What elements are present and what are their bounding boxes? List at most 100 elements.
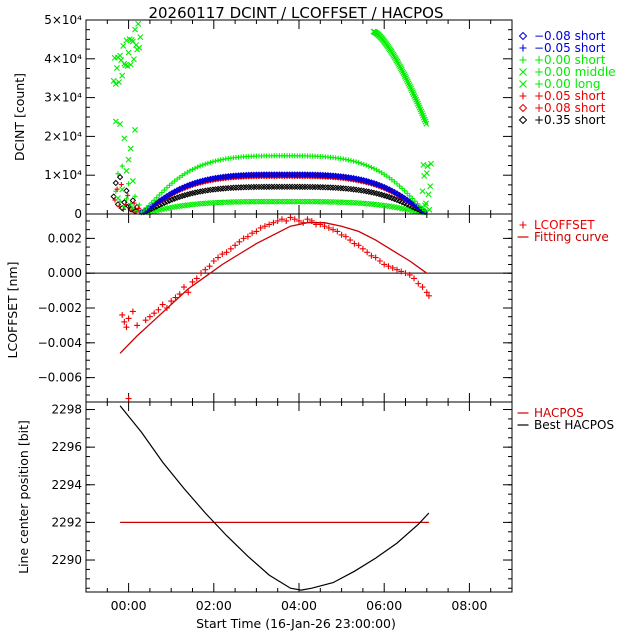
data-point: [110, 77, 117, 84]
data-point: [283, 217, 290, 224]
data-point: [112, 179, 120, 187]
data-point: [383, 193, 390, 200]
data-point: [232, 242, 239, 249]
data-point: [190, 166, 195, 172]
data-point: [274, 217, 281, 224]
legend-label: −0.08 short: [534, 29, 606, 43]
data-point: [302, 198, 308, 205]
data-point: [400, 70, 407, 76]
data-point: [219, 251, 226, 258]
data-point: [207, 175, 214, 183]
data-point: [386, 175, 392, 181]
data-point: [117, 121, 124, 127]
data-point: [173, 194, 181, 201]
data-point: [296, 171, 304, 178]
data-point: [179, 192, 186, 200]
data-point: [338, 231, 345, 238]
data-point: [169, 180, 175, 186]
x-tick-label: 00:00: [111, 598, 147, 613]
data-point: [296, 217, 302, 224]
y-tick-label: −0.006: [38, 371, 82, 385]
data-point: [132, 126, 138, 133]
data-point: [381, 171, 387, 177]
data-point: [235, 172, 242, 179]
data-point: [393, 266, 400, 273]
data-point: [294, 198, 301, 205]
data-point: [166, 191, 173, 198]
data-point: [171, 188, 178, 195]
data-point: [202, 161, 208, 167]
data-point: [414, 201, 420, 207]
data-point: [283, 183, 291, 191]
data-point: [412, 198, 418, 204]
data-point: [179, 184, 186, 191]
data-point: [409, 196, 415, 202]
data-point: [351, 240, 358, 247]
data-point: [408, 85, 415, 92]
data-point: [422, 208, 428, 214]
data-point: [204, 187, 212, 194]
data-point: [142, 317, 149, 324]
data-point: [113, 65, 120, 71]
data-point: [227, 245, 234, 252]
data-point: [143, 206, 150, 213]
data-point: [257, 224, 264, 231]
data-point: [415, 280, 422, 287]
data-point: [342, 233, 349, 240]
data-point: [184, 191, 191, 198]
data-point: [129, 178, 136, 185]
data-point: [384, 173, 390, 179]
data-point: [406, 82, 413, 89]
data-point: [304, 216, 311, 223]
data-point: [399, 68, 406, 75]
data-point: [200, 162, 206, 168]
data-point: [278, 216, 285, 223]
data-point: [240, 171, 247, 179]
data-point: [206, 263, 213, 270]
data-point: [253, 228, 260, 235]
data-point: [386, 193, 393, 201]
legend-marker: [519, 92, 527, 100]
data-point: [127, 61, 134, 68]
y-tick-label: 2292: [51, 515, 82, 529]
data-point: [240, 235, 247, 242]
data-point: [260, 183, 268, 191]
data-point: [141, 207, 147, 213]
data-point: [250, 198, 257, 205]
data-point: [125, 192, 131, 198]
data-point: [288, 171, 296, 178]
data-point: [301, 171, 309, 178]
data-point: [256, 198, 262, 205]
data-point: [194, 188, 201, 196]
data-point: [276, 171, 283, 178]
data-point: [184, 169, 190, 175]
data-point: [368, 252, 375, 259]
data-point: [374, 167, 380, 173]
y-tick-label: 2290: [51, 553, 82, 567]
data-point: [255, 171, 263, 178]
data-point: [197, 163, 203, 169]
data-point: [123, 37, 130, 44]
data-point: [314, 183, 321, 191]
data-point: [258, 171, 265, 178]
data-point: [116, 203, 122, 209]
data-point: [202, 176, 209, 184]
data-point: [406, 198, 413, 205]
data-point: [199, 177, 206, 184]
data-point: [146, 202, 152, 208]
data-point: [137, 34, 144, 41]
data-point: [304, 183, 311, 191]
data-point: [334, 228, 341, 235]
data-point: [179, 172, 185, 178]
data-point: [191, 179, 199, 187]
data-point: [217, 173, 224, 181]
y-tick-label: 2294: [51, 478, 82, 492]
data-point: [345, 157, 351, 163]
data-point: [245, 183, 252, 191]
data-point: [356, 160, 362, 166]
data-point: [268, 183, 275, 191]
data-point: [398, 268, 405, 275]
data-point: [286, 198, 293, 205]
data-point: [209, 186, 217, 193]
data-point: [250, 183, 258, 191]
